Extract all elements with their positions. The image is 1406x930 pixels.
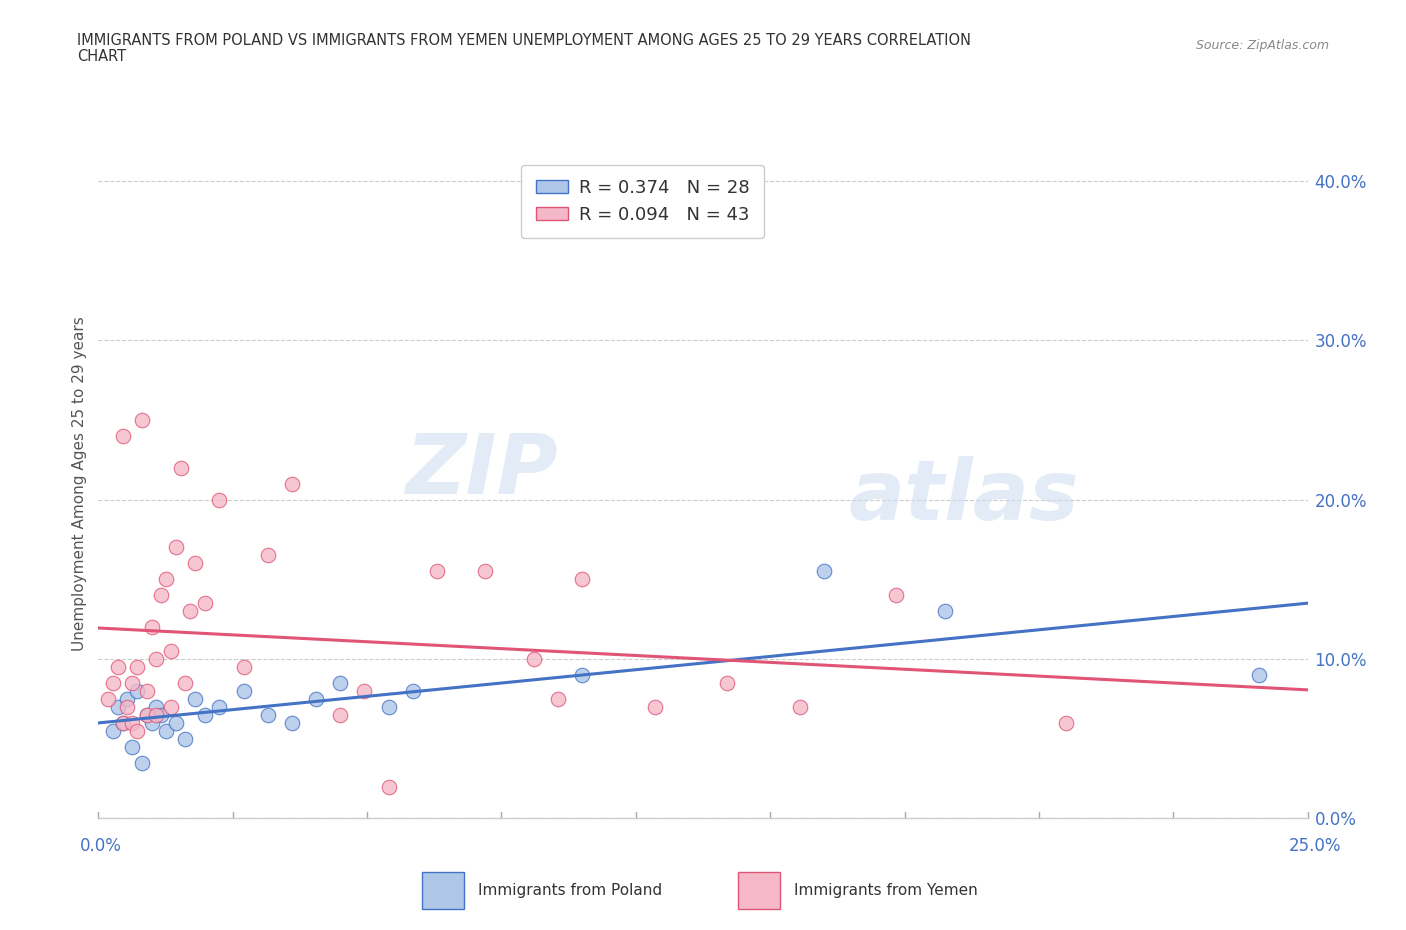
Point [107,699,129,714]
Point [377,699,399,714]
Point [111,715,134,730]
Point [256,708,278,723]
Text: Immigrants from Yemen: Immigrants from Yemen [794,883,979,898]
Text: IMMIGRANTS FROM POLAND VS IMMIGRANTS FROM YEMEN UNEMPLOYMENT AMONG AGES 25 TO 29: IMMIGRANTS FROM POLAND VS IMMIGRANTS FRO… [77,33,972,47]
Point [644,699,666,714]
Point [150,708,173,723]
Point [256,548,278,563]
Point [716,675,738,690]
Bar [738,872,780,909]
Point [789,699,811,714]
Point [97,691,120,706]
Point [281,476,304,491]
Text: Source: ZipAtlas.com: Source: ZipAtlas.com [1195,39,1329,52]
Point [117,691,139,706]
Text: ZIP: ZIP [405,430,558,511]
Point [155,572,177,587]
Text: CHART: CHART [77,49,127,64]
Point [155,724,177,738]
Point [121,739,143,754]
Point [121,675,143,690]
Point [547,691,569,706]
Point [813,564,835,578]
Point [571,572,593,587]
Text: Immigrants from Poland: Immigrants from Poland [478,883,662,898]
Y-axis label: Unemployment Among Ages 25 to 29 years: Unemployment Among Ages 25 to 29 years [72,316,87,651]
Point [101,675,124,690]
Point [377,779,399,794]
Point [169,460,191,475]
Point [127,724,149,738]
Point [523,652,546,667]
Point [127,659,149,674]
Point [1054,715,1077,730]
Point [886,588,908,603]
Point [1249,668,1271,683]
Point [232,684,254,698]
Point [121,715,143,730]
Point [194,596,217,611]
Point [426,564,449,578]
Point [232,659,254,674]
Point [194,708,217,723]
Point [165,540,187,555]
Point [160,644,183,658]
Point [184,691,207,706]
Point [160,699,183,714]
Point [131,412,153,427]
Point [174,731,197,746]
Point [174,675,197,690]
Point [145,699,167,714]
Point [131,755,153,770]
Text: 25.0%: 25.0% [1288,837,1341,856]
Point [111,429,134,444]
Point [281,715,304,730]
Point [101,724,124,738]
Point [135,684,157,698]
Point [329,675,352,690]
Point [165,715,187,730]
Point [135,708,157,723]
Point [208,699,231,714]
Point [141,619,163,634]
Text: 0.0%: 0.0% [80,837,122,856]
Point [474,564,496,578]
Point [184,556,207,571]
Point [127,684,149,698]
Point [111,715,134,730]
Point [353,684,375,698]
Point [145,708,167,723]
Legend: R = 0.374   N = 28, R = 0.094   N = 43: R = 0.374 N = 28, R = 0.094 N = 43 [522,165,763,238]
Point [150,588,173,603]
Point [402,684,425,698]
Point [141,715,163,730]
Point [329,708,352,723]
Point [305,691,328,706]
Point [135,708,157,723]
Point [571,668,593,683]
Point [117,699,139,714]
Point [145,652,167,667]
Text: atlas: atlas [848,457,1078,538]
Point [934,604,956,618]
Point [208,492,231,507]
Point [107,659,129,674]
Bar [422,872,464,909]
Point [179,604,201,618]
